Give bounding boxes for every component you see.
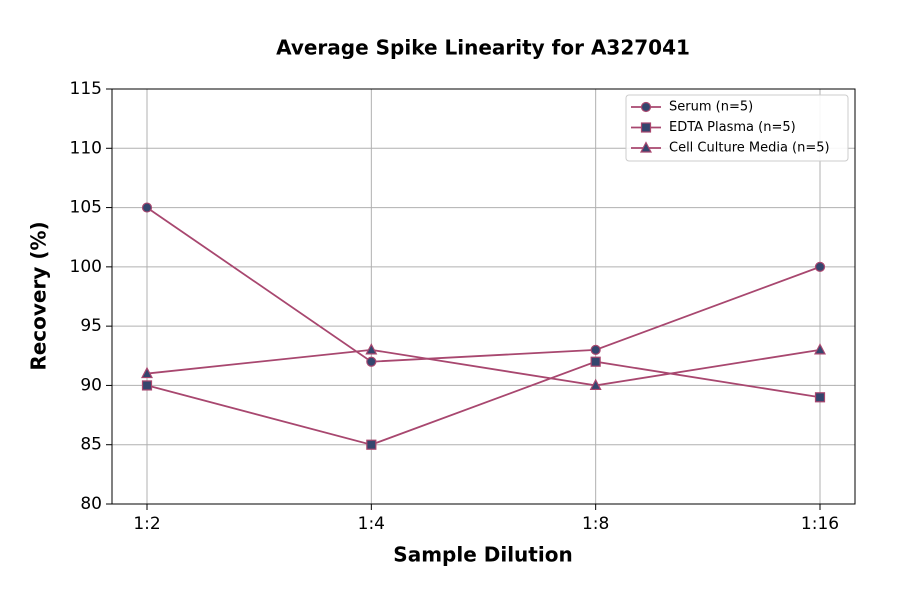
- marker: [365, 343, 378, 355]
- marker: [814, 392, 826, 403]
- legend-label: EDTA Plasma (n=5): [669, 120, 796, 135]
- plot-frame: [111, 88, 856, 505]
- y-tick-label: 115: [70, 79, 102, 99]
- marker: [640, 141, 652, 153]
- x-tick-label: 1:4: [358, 514, 385, 534]
- marker: [141, 380, 153, 391]
- x-tick-label: 1:16: [801, 514, 839, 534]
- y-tick-label: 90: [80, 375, 102, 395]
- marker: [640, 101, 652, 113]
- y-tick-label: 85: [80, 435, 102, 455]
- marker: [814, 261, 826, 272]
- y-tick-label: 105: [70, 198, 102, 218]
- y-tick-label: 110: [70, 138, 102, 158]
- marker: [814, 343, 826, 355]
- x-tick-label: 1:8: [582, 514, 609, 534]
- marker: [141, 366, 153, 379]
- legend-box: [625, 94, 849, 162]
- legend-label: Cell Culture Media (n=5): [669, 141, 830, 156]
- chart-title: Average Spike Linearity for A327041: [276, 36, 690, 60]
- marker: [366, 439, 377, 450]
- legend-label: Serum (n=5): [669, 100, 753, 115]
- marker: [590, 344, 601, 355]
- marker: [590, 356, 601, 367]
- x-axis-label: Sample Dilution: [393, 543, 572, 567]
- y-tick-label: 100: [70, 257, 102, 277]
- marker: [366, 356, 377, 367]
- series-line: [146, 206, 821, 363]
- series-line: [146, 360, 821, 446]
- marker: [141, 202, 153, 213]
- y-tick-label: 95: [80, 316, 102, 336]
- series-line: [146, 348, 821, 387]
- y-tick-label: 80: [80, 494, 102, 514]
- y-axis-label: Recovery (%): [27, 221, 51, 370]
- marker: [589, 378, 602, 391]
- marker: [640, 122, 652, 133]
- x-tick-label: 1:2: [133, 514, 160, 534]
